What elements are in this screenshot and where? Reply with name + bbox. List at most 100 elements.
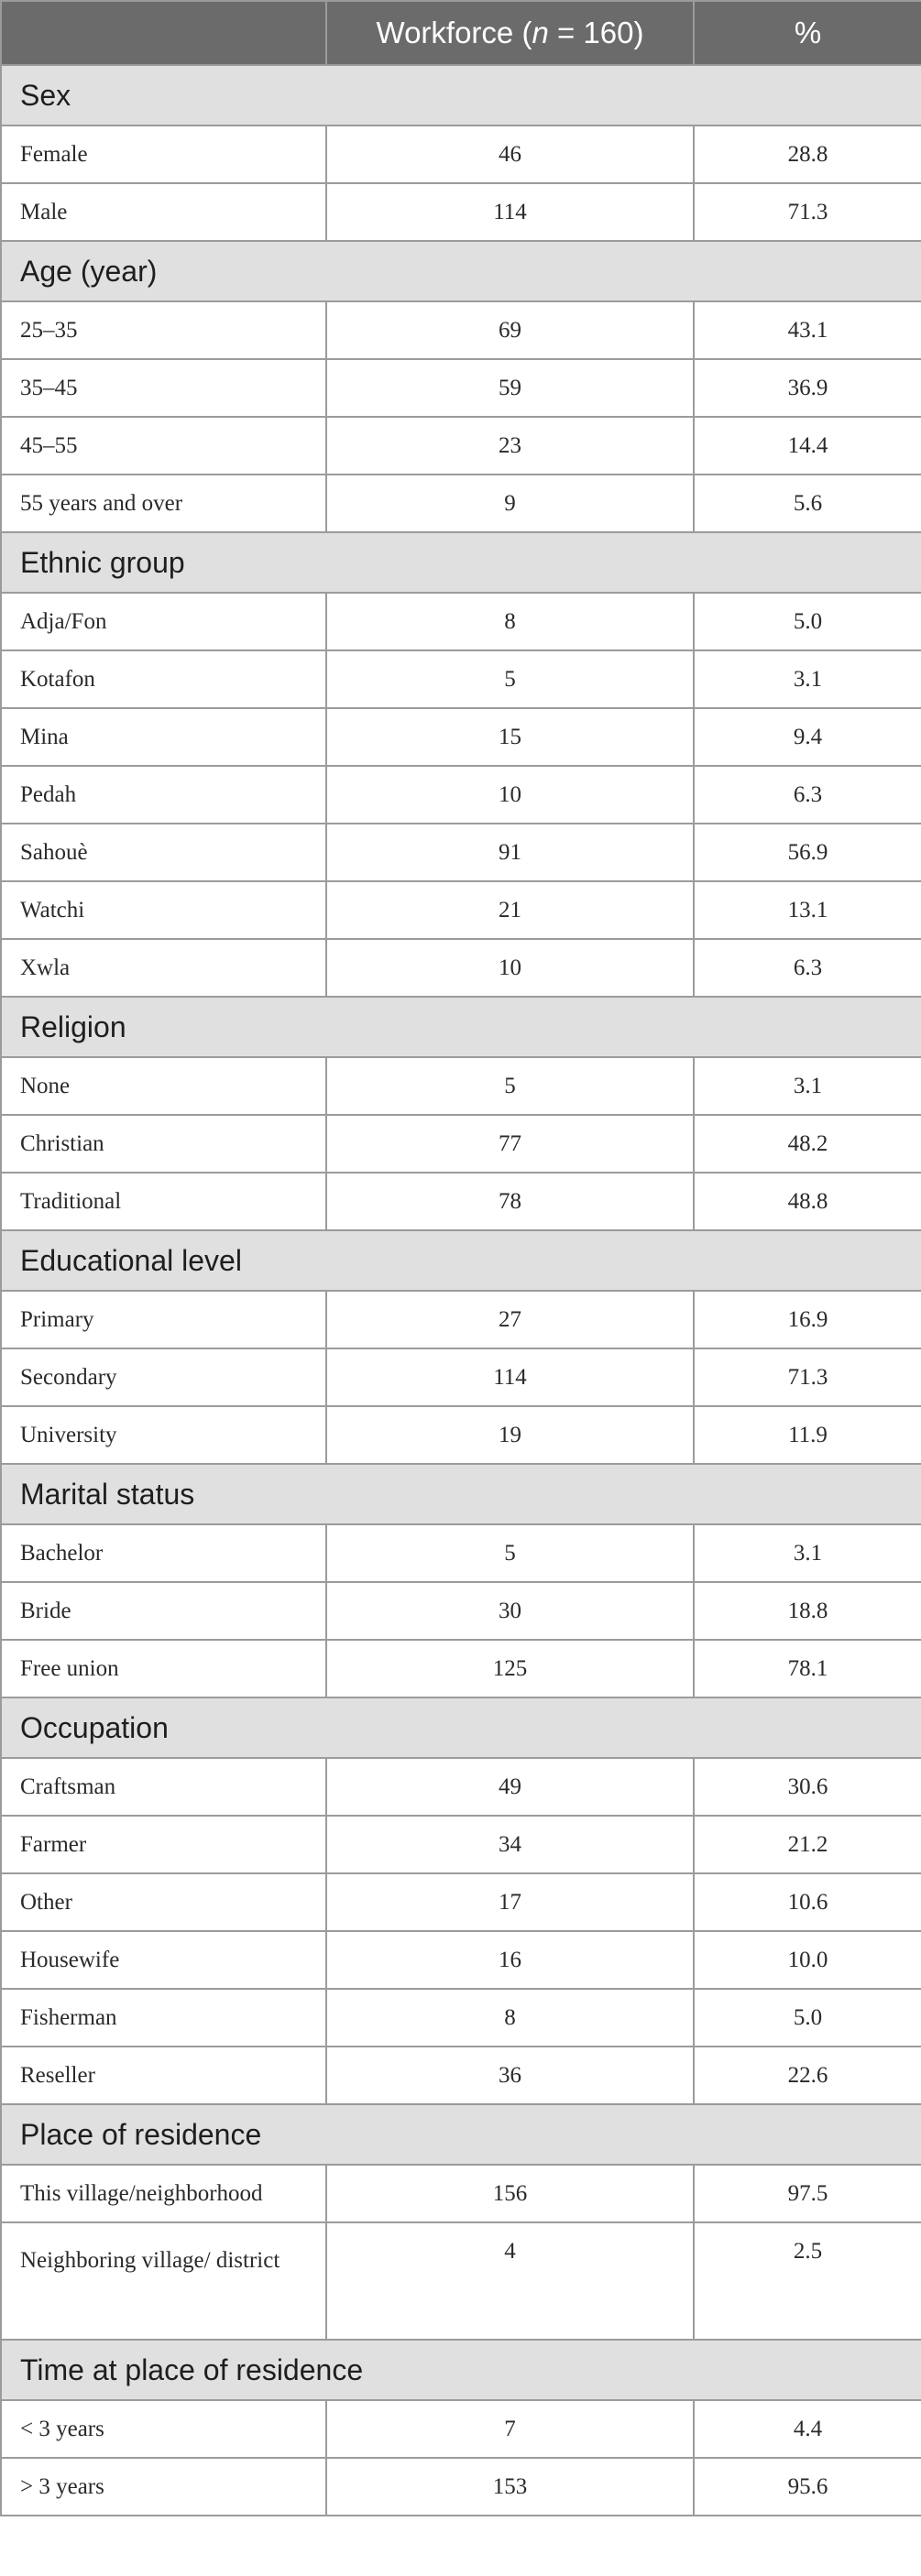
table-row: University 19 11.9 [0, 1405, 921, 1465]
row-count-cell: 16 [325, 1930, 695, 1990]
section-title: Marital status [0, 1463, 921, 1525]
section-header-row: Ethnic group [0, 531, 921, 594]
row-percent-cell: 43.1 [693, 300, 921, 360]
row-percent-cell: 6.3 [693, 938, 921, 998]
row-count-cell: 17 [325, 1872, 695, 1932]
table-row: 35–45 59 36.9 [0, 358, 921, 418]
table-row: < 3 years 7 4.4 [0, 2399, 921, 2459]
row-count-cell: 5 [325, 1523, 695, 1583]
header-workforce-prefix: Workforce ( [376, 16, 532, 49]
table-row: Bachelor 5 3.1 [0, 1523, 921, 1583]
row-count-cell: 8 [325, 592, 695, 651]
row-label-cell: Male [0, 182, 327, 242]
section-title: Occupation [0, 1697, 921, 1759]
row-label-cell: < 3 years [0, 2399, 327, 2459]
row-count-cell: 8 [325, 1988, 695, 2047]
row-label-cell: Free union [0, 1639, 327, 1698]
row-percent-cell: 3.1 [693, 1056, 921, 1116]
row-percent-cell: 5.0 [693, 1988, 921, 2047]
row-percent-cell: 78.1 [693, 1639, 921, 1698]
row-label-cell: > 3 years [0, 2457, 327, 2516]
row-count-cell: 4 [325, 2221, 695, 2341]
row-label-cell: Pedah [0, 765, 327, 824]
row-percent-cell: 6.3 [693, 765, 921, 824]
header-label-cell [0, 0, 327, 66]
demographics-table: Workforce (n = 160) % Sex Female 46 28.8 Mal… [0, 0, 921, 2516]
table-row: 45–55 23 14.4 [0, 416, 921, 475]
row-count-cell: 21 [325, 880, 695, 940]
header-workforce-cell: Workforce (n = 160) [325, 0, 695, 66]
row-count-cell: 19 [325, 1405, 695, 1465]
section-header-row: Place of residence [0, 2103, 921, 2166]
row-label-cell: Christian [0, 1114, 327, 1173]
table-header: Workforce (n = 160) % [0, 0, 921, 66]
section-header-row: Occupation [0, 1697, 921, 1759]
header-workforce-suffix: = 160) [548, 16, 644, 49]
row-percent-cell: 4.4 [693, 2399, 921, 2459]
row-percent-cell: 13.1 [693, 880, 921, 940]
row-label-cell: Neighboring village/ district [0, 2221, 327, 2341]
row-percent-cell: 71.3 [693, 182, 921, 242]
row-label-cell: Sahouè [0, 823, 327, 882]
row-label-cell: Bride [0, 1581, 327, 1641]
row-percent-cell: 48.8 [693, 1172, 921, 1231]
row-label-cell: Bachelor [0, 1523, 327, 1583]
row-label-cell: Fisherman [0, 1988, 327, 2047]
table-row: Xwla 10 6.3 [0, 938, 921, 998]
section-title: Religion [0, 996, 921, 1058]
row-label-cell: Craftsman [0, 1757, 327, 1817]
section-header-row: Age (year) [0, 240, 921, 302]
row-percent-cell: 21.2 [693, 1815, 921, 1874]
row-label-cell: Traditional [0, 1172, 327, 1231]
row-count-cell: 10 [325, 765, 695, 824]
section-title: Place of residence [0, 2103, 921, 2166]
row-percent-cell: 48.2 [693, 1114, 921, 1173]
row-percent-cell: 95.6 [693, 2457, 921, 2516]
row-percent-cell: 30.6 [693, 1757, 921, 1817]
row-count-cell: 125 [325, 1639, 695, 1698]
row-count-cell: 156 [325, 2164, 695, 2223]
row-label-cell: University [0, 1405, 327, 1465]
row-count-cell: 78 [325, 1172, 695, 1231]
row-percent-cell: 5.6 [693, 474, 921, 533]
header-percent-cell: % [693, 0, 921, 66]
row-label-cell: Watchi [0, 880, 327, 940]
row-label-cell: Reseller [0, 2046, 327, 2105]
table-row: Craftsman 49 30.6 [0, 1757, 921, 1817]
table-row: Bride 30 18.8 [0, 1581, 921, 1641]
section-title: Time at place of residence [0, 2339, 921, 2401]
row-count-cell: 5 [325, 649, 695, 709]
section-header-row: Marital status [0, 1463, 921, 1525]
table-row: 55 years and over 9 5.6 [0, 474, 921, 533]
row-count-cell: 77 [325, 1114, 695, 1173]
header-row: Workforce (n = 160) % [0, 0, 921, 66]
table-body: Sex Female 46 28.8 Male 114 71.3 Age (year) 25–3… [0, 64, 921, 2516]
row-count-cell: 10 [325, 938, 695, 998]
row-label-cell: 25–35 [0, 300, 327, 360]
section-title: Sex [0, 64, 921, 126]
section-header-row: Time at place of residence [0, 2339, 921, 2401]
row-percent-cell: 5.0 [693, 592, 921, 651]
row-percent-cell: 11.9 [693, 1405, 921, 1465]
table-row: Reseller 36 22.6 [0, 2046, 921, 2105]
row-count-cell: 69 [325, 300, 695, 360]
row-count-cell: 34 [325, 1815, 695, 1874]
row-percent-cell: 10.6 [693, 1872, 921, 1932]
table-row: > 3 years 153 95.6 [0, 2457, 921, 2516]
row-percent-cell: 16.9 [693, 1290, 921, 1349]
row-count-cell: 30 [325, 1581, 695, 1641]
table-row: Adja/Fon 8 5.0 [0, 592, 921, 651]
row-count-cell: 59 [325, 358, 695, 418]
table-row: Christian 77 48.2 [0, 1114, 921, 1173]
row-percent-cell: 18.8 [693, 1581, 921, 1641]
table-row: Sahouè 91 56.9 [0, 823, 921, 882]
section-header-row: Sex [0, 64, 921, 126]
row-percent-cell: 14.4 [693, 416, 921, 475]
table-row: Neighboring village/ district 4 2.5 [0, 2221, 921, 2341]
table-row: Secondary 114 71.3 [0, 1348, 921, 1407]
row-count-cell: 114 [325, 182, 695, 242]
row-label-cell: Xwla [0, 938, 327, 998]
row-percent-cell: 71.3 [693, 1348, 921, 1407]
table-row: Housewife 16 10.0 [0, 1930, 921, 1990]
section-header-row: Religion [0, 996, 921, 1058]
